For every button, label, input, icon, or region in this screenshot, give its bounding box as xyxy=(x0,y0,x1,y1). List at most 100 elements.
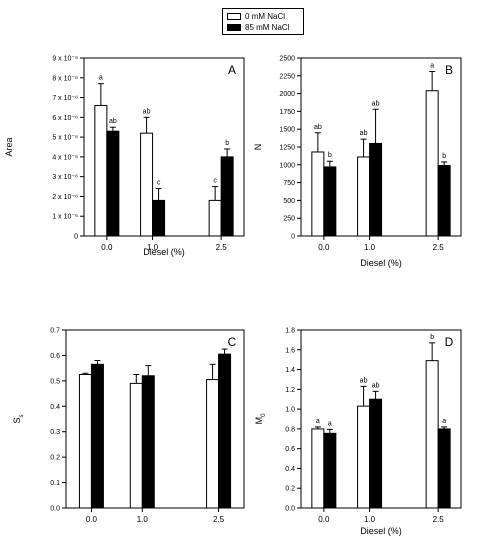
y-tick-label: 1000 xyxy=(279,162,295,169)
bar xyxy=(90,363,104,509)
y-tick-label: 0.6 xyxy=(285,446,295,453)
legend-item-0mm: 0 mM NaCl xyxy=(227,12,285,22)
bar xyxy=(220,156,234,237)
y-tick-label: 1.6 xyxy=(285,347,295,354)
bar xyxy=(311,151,325,237)
y-tick-label: 250 xyxy=(283,216,295,223)
bar xyxy=(140,132,154,237)
y-tick-label: 1.8 xyxy=(285,328,295,335)
y-tick-label: 0.6 xyxy=(50,353,60,360)
significance-letter: ab xyxy=(372,382,380,389)
significance-letter: c xyxy=(157,180,161,187)
legend-swatch-white xyxy=(227,13,241,20)
significance-letter: a xyxy=(99,75,103,82)
y-axis-label: N xyxy=(253,144,263,151)
x-tick-label: 2.5 xyxy=(433,243,445,252)
y-tick-label: 0.1 xyxy=(50,480,60,487)
legend-label-85mm: 85 mM NaCl xyxy=(245,23,290,32)
significance-letter: a xyxy=(328,420,332,427)
bar xyxy=(437,165,451,237)
y-tick-label: 1250 xyxy=(279,145,295,152)
x-axis-label: Diesel (%) xyxy=(143,247,185,257)
panel-d: 0.0 0.2 0.4 0.6 0.8 1.0 1.2 1.4 1.6 1.8 0.0 1.0 2.5 a… xyxy=(254,328,462,536)
legend-label-0mm: 0 mM NaCl xyxy=(245,12,286,21)
bar xyxy=(141,375,155,509)
y-tick-label: 9 x 10⁻⁶ xyxy=(52,56,78,63)
chart-legend: 0 mM NaCl 85 mM NaCl xyxy=(222,8,304,35)
bar xyxy=(78,374,92,509)
y-tick-label: 0 xyxy=(291,234,295,241)
significance-letter: b xyxy=(328,152,332,159)
x-tick-label: 0.0 xyxy=(318,243,330,252)
significance-letter: ab xyxy=(109,118,117,125)
y-tick-label: 0.2 xyxy=(50,455,60,462)
y-axis-label: M0 xyxy=(254,413,267,425)
panel-letter: A xyxy=(228,63,236,77)
y-tick-label: 1.0 xyxy=(285,407,295,414)
bar xyxy=(323,166,337,237)
y-tick-label: 0 xyxy=(74,234,78,241)
significance-letter: a xyxy=(430,63,434,70)
significance-letter: ab xyxy=(372,100,380,107)
y-axis-label: Ss xyxy=(12,414,25,423)
significance-letter: c xyxy=(213,178,217,185)
y-tick-label: 4 x 10⁻⁶ xyxy=(52,154,78,161)
panel-b: 0 250 500 750 1000 1250 1500 1750 2000 2250 2500 0.… xyxy=(253,56,462,268)
y-tick-label: 0.7 xyxy=(50,328,60,335)
y-tick-label: 6 x 10⁻⁶ xyxy=(52,115,78,122)
legend-item-85mm: 85 mM NaCl xyxy=(227,23,289,33)
x-tick-label: 0.0 xyxy=(86,515,98,524)
y-axis-label: Area xyxy=(4,137,14,156)
y-tick-label: 8 x 10⁻⁶ xyxy=(52,75,78,82)
x-tick-label: 2.5 xyxy=(433,515,445,524)
y-tick-label: 1 x 10⁻⁶ xyxy=(52,214,78,221)
y-tick-label: 0.0 xyxy=(285,506,295,513)
y-tick-label: 1.4 xyxy=(285,367,295,374)
y-tick-label: 2500 xyxy=(279,56,295,63)
y-tick-label: 0.4 xyxy=(285,466,295,473)
bar xyxy=(323,432,337,509)
bar xyxy=(106,130,120,237)
y-tick-label: 2 x 10⁻⁶ xyxy=(52,194,78,201)
bar xyxy=(152,199,166,237)
panel-a: 0 1 x 10⁻⁶ 2 x 10⁻⁶ 3 x 10⁻⁶ 4 x 10⁻⁶ 5 x 10⁻… xyxy=(4,56,245,257)
y-tick-label: 1.2 xyxy=(285,387,295,394)
bar xyxy=(206,379,220,509)
panel-c: 0.0 0.1 0.2 0.3 0.4 0.5 0.6 0.7 0.0 1.0 2.5 C Ss xyxy=(12,328,245,524)
y-tick-label: 0.3 xyxy=(50,429,60,436)
bar xyxy=(129,382,143,509)
x-tick-label: 2.5 xyxy=(216,243,228,252)
y-tick-label: 3 x 10⁻⁶ xyxy=(52,174,78,181)
y-tick-label: 0.4 xyxy=(50,404,60,411)
x-axis-label: Diesel (%) xyxy=(360,258,402,268)
plot-frame xyxy=(65,329,245,509)
x-tick-label: 0.0 xyxy=(318,515,330,524)
bar xyxy=(94,104,108,237)
significance-letter: b xyxy=(442,153,446,160)
significance-letter: b xyxy=(225,140,229,147)
bar xyxy=(369,398,383,509)
significance-letter: ab xyxy=(360,377,368,384)
y-tick-label: 5 x 10⁻⁶ xyxy=(52,135,78,142)
x-tick-label: 1.0 xyxy=(364,243,376,252)
y-tick-label: 750 xyxy=(283,180,295,187)
x-tick-label: 1.0 xyxy=(137,515,149,524)
bar xyxy=(208,199,222,237)
x-tick-label: 0.0 xyxy=(101,243,113,252)
significance-letter: a xyxy=(442,418,446,425)
significance-letter: ab xyxy=(360,130,368,137)
legend-swatch-black xyxy=(227,24,241,31)
bar xyxy=(357,156,371,237)
y-tick-label: 0.2 xyxy=(285,486,295,493)
bar xyxy=(357,405,371,509)
bar xyxy=(218,353,232,509)
y-tick-label: 1750 xyxy=(279,109,295,116)
y-tick-label: 1500 xyxy=(279,127,295,134)
y-tick-label: 2250 xyxy=(279,73,295,80)
bar xyxy=(425,360,439,509)
y-tick-label: 0.5 xyxy=(50,378,60,385)
bar xyxy=(311,428,325,509)
y-axis-label-subscript: 0 xyxy=(261,413,267,417)
x-axis-label: Diesel (%) xyxy=(360,526,402,536)
